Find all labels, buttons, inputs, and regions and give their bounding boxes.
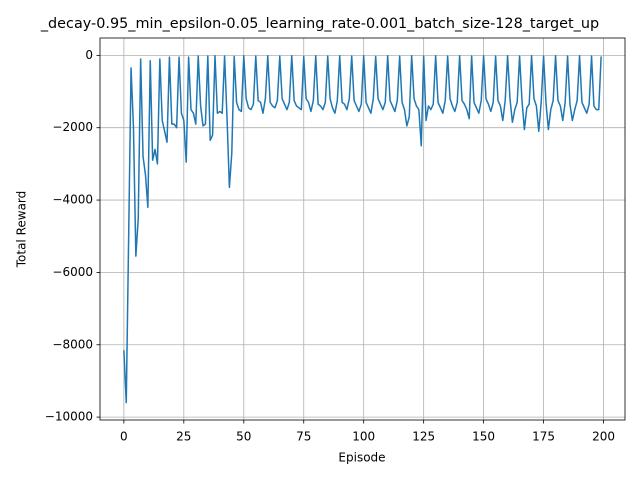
- y-tick-label: −6000: [52, 265, 93, 279]
- y-tick-label: 0: [85, 48, 93, 62]
- x-tick-label: 175: [532, 430, 555, 444]
- y-tick-label: −2000: [52, 120, 93, 134]
- x-axis-label: Episode: [338, 451, 385, 465]
- chart-title: _decay-0.95_min_epsilon-0.05_learning_ra…: [40, 16, 599, 32]
- y-tick-label: −8000: [52, 337, 93, 351]
- y-axis-label: Total Reward: [15, 191, 29, 269]
- x-tick-label: 0: [120, 430, 128, 444]
- y-tick-label: −10000: [45, 410, 93, 424]
- y-tick-label: −4000: [52, 193, 93, 207]
- data-line: [123, 54, 602, 404]
- x-tick-label: 100: [352, 430, 375, 444]
- x-tick-label: 25: [176, 430, 191, 444]
- x-tick-label: 200: [592, 430, 615, 444]
- x-tick-label: 75: [296, 430, 311, 444]
- x-tick-label: 50: [236, 430, 251, 444]
- axes-frame: [99, 37, 626, 421]
- x-tick-label: 125: [412, 430, 435, 444]
- x-tick-label: 150: [472, 430, 495, 444]
